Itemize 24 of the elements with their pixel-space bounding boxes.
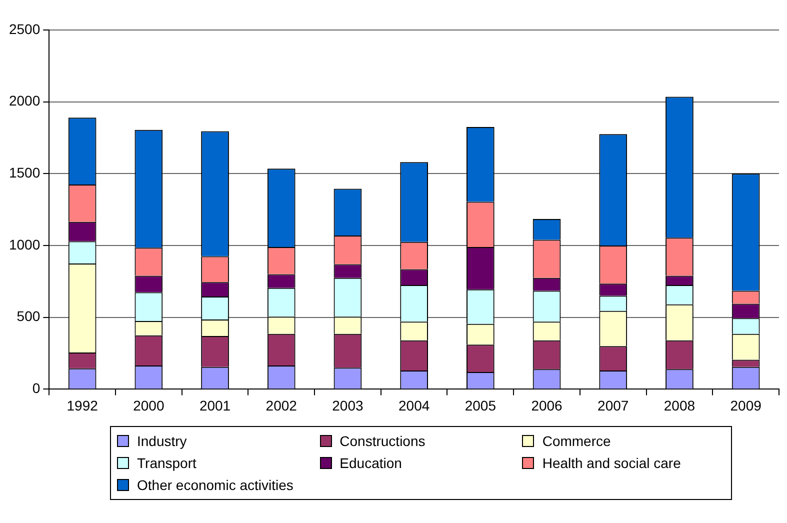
x-tick-label: 2000 <box>133 397 164 414</box>
legend-label: Industry <box>137 433 187 449</box>
x-tick-label: 2001 <box>199 397 231 414</box>
legend-label: Transport <box>137 455 196 471</box>
y-tick-label: 1000 <box>8 236 40 252</box>
x-tick-label: 2002 <box>266 397 298 414</box>
x-tick-label: 2006 <box>531 397 563 414</box>
y-tick-label: 2000 <box>8 92 40 109</box>
legend-label: Constructions <box>340 433 426 449</box>
y-tick-label: 500 <box>16 308 40 324</box>
x-tick-label: 2004 <box>398 397 430 414</box>
legend-label: Other economic activities <box>137 477 294 493</box>
x-tick-label: 1992 <box>66 397 98 414</box>
legend-label: Health and social care <box>542 455 681 471</box>
legend-label: Commerce <box>542 433 611 449</box>
x-tick-label: 2009 <box>730 397 762 414</box>
legend-label: Education <box>340 455 402 471</box>
y-tick-label: 1500 <box>8 164 40 181</box>
x-tick-label: 2005 <box>464 397 496 414</box>
x-tick-label: 2003 <box>332 397 364 414</box>
y-tick-label: 2500 <box>8 20 40 37</box>
x-tick-label: 2007 <box>598 397 629 414</box>
x-tick-label: 2008 <box>664 397 696 414</box>
y-tick-label: 0 <box>32 380 40 396</box>
